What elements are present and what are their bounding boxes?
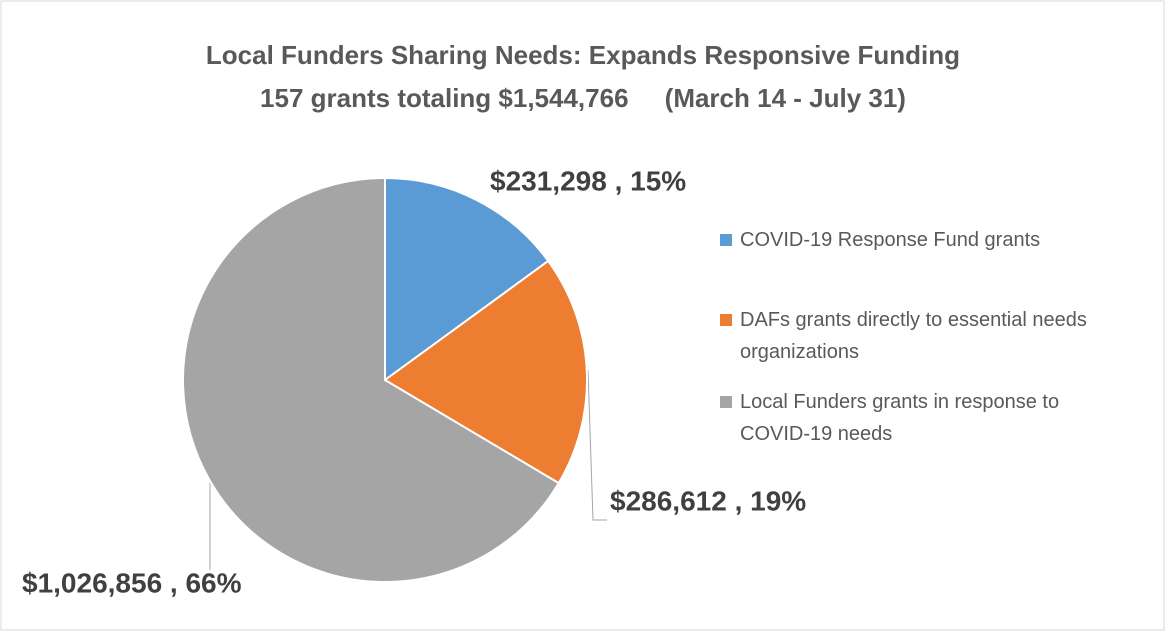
chart-subtitle: 157 grants totaling $1,544,766 (March 14…: [260, 83, 906, 113]
legend-swatch: [720, 234, 732, 246]
legend-swatch: [720, 396, 732, 408]
legend-label: DAFs grants directly to essential needs …: [740, 309, 1087, 363]
data-label: $286,612 , 19%: [610, 485, 806, 516]
legend-item: COVID-19 Response Fund grants: [720, 224, 1130, 256]
legend-label: COVID-19 Response Fund grants: [740, 229, 1041, 251]
legend-label: Local Funders grants in response to COVI…: [740, 391, 1060, 445]
pie-slice: [384, 176, 550, 382]
pie-slice: [182, 176, 561, 583]
legend-swatch: [720, 314, 732, 326]
data-label: $1,026,856 , 66%: [22, 567, 242, 598]
leader-line: [587, 369, 607, 521]
pie-slice: [383, 259, 588, 485]
legend-item: DAFs grants directly to essential needs …: [720, 304, 1130, 368]
chart-title: Local Funders Sharing Needs: Expands Res…: [206, 40, 960, 70]
data-label: $231,298 , 15%: [490, 165, 686, 196]
legend-item: Local Funders grants in response to COVI…: [720, 386, 1130, 450]
